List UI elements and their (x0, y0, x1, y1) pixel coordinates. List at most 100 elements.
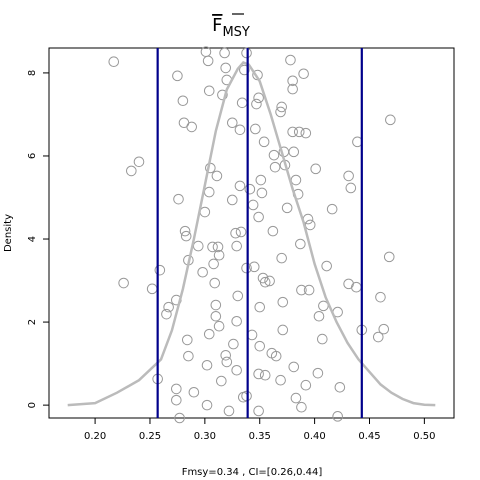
point (253, 405, 264, 417)
point (172, 70, 183, 82)
point (266, 347, 278, 359)
point (296, 401, 307, 413)
point (234, 180, 246, 192)
point (146, 283, 158, 295)
point (231, 364, 242, 376)
title-main: F (212, 15, 222, 36)
point (276, 252, 287, 264)
point (201, 399, 213, 411)
point (343, 170, 354, 182)
point (293, 126, 305, 138)
point (253, 368, 264, 380)
point (202, 55, 214, 67)
x-axis-label: Fmsy=0.34 , CI=[0.26,0.44] (182, 467, 323, 478)
point (287, 126, 298, 138)
point (236, 97, 248, 109)
point (163, 301, 174, 313)
y-axis-label: Density (3, 214, 14, 252)
point (259, 276, 271, 288)
point (300, 127, 312, 139)
point (256, 187, 268, 199)
y-tick-label: 6 (27, 153, 38, 159)
point (288, 146, 300, 158)
density-curve (67, 61, 436, 407)
point (298, 68, 309, 80)
point (321, 260, 332, 272)
y-tick-label: 2 (27, 319, 38, 325)
point (275, 374, 286, 386)
point (210, 310, 222, 322)
point (232, 290, 244, 302)
point (326, 203, 338, 215)
point (210, 299, 222, 311)
point (287, 83, 298, 95)
point (351, 281, 362, 293)
point (269, 161, 281, 173)
point (247, 199, 259, 211)
point (180, 230, 192, 242)
point (310, 163, 322, 175)
point (378, 323, 390, 335)
point (228, 338, 239, 350)
point (213, 249, 225, 261)
point (295, 238, 306, 250)
point (108, 56, 120, 68)
point (179, 225, 191, 237)
point (211, 170, 223, 182)
point (174, 412, 185, 424)
point (300, 379, 312, 391)
x-tick-label: 0.40 (303, 431, 325, 442)
x-tick-label: 0.25 (139, 431, 161, 442)
point (375, 291, 386, 303)
chart-title: FMSY (212, 15, 250, 40)
point (203, 85, 215, 97)
point (268, 149, 280, 161)
point (250, 123, 261, 135)
point (161, 308, 172, 320)
x-tick-label: 0.20 (84, 431, 106, 442)
point (281, 202, 293, 214)
title-subscript: MSY (222, 25, 249, 40)
point (254, 301, 266, 313)
point (230, 227, 241, 239)
point (385, 114, 396, 126)
point (313, 310, 325, 322)
point (276, 101, 287, 113)
point (201, 359, 213, 371)
point (221, 356, 233, 368)
point (234, 124, 246, 136)
point (220, 62, 232, 74)
point (303, 284, 315, 296)
point (209, 277, 221, 289)
point (332, 411, 343, 422)
point (244, 183, 256, 195)
point (216, 375, 227, 387)
plot-box (48, 47, 455, 419)
point (171, 394, 182, 406)
point (312, 367, 324, 379)
y-tick-label: 4 (27, 236, 38, 242)
point (183, 350, 194, 362)
point (267, 225, 279, 237)
point (226, 194, 238, 206)
point (345, 182, 357, 194)
point (203, 328, 215, 340)
point (290, 392, 302, 404)
point (226, 117, 238, 129)
point (290, 174, 302, 186)
point (177, 95, 189, 107)
point (231, 240, 242, 252)
x-tick-label: 0.45 (358, 431, 380, 442)
point (253, 211, 264, 223)
point (285, 54, 296, 66)
point (171, 383, 182, 395)
point (181, 334, 193, 346)
point (223, 405, 235, 417)
point (208, 258, 219, 270)
point (231, 315, 242, 327)
point (197, 266, 208, 278)
point (239, 64, 250, 76)
point (219, 47, 230, 59)
point (372, 331, 384, 343)
point (304, 219, 316, 231)
